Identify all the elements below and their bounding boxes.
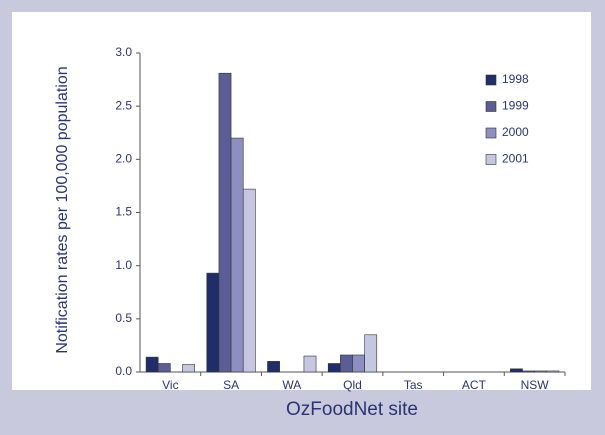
bar (340, 354, 353, 373)
bar (364, 334, 378, 373)
y-axis-label: Notification rates per 100,000 populatio… (54, 66, 71, 353)
legend-swatch (485, 101, 497, 112)
bar (510, 368, 523, 373)
y-tick-label: 2.5 (115, 98, 132, 112)
x-tick-label: ACT (462, 378, 487, 392)
legend-swatch (485, 74, 497, 86)
legend-label: 1999 (502, 99, 529, 113)
legend-label: 1998 (502, 72, 529, 86)
bar (145, 356, 159, 373)
x-tick-label: Vic (162, 378, 178, 392)
bar (182, 364, 195, 373)
y-tick-label: 0.0 (115, 364, 132, 378)
x-tick-label: Tas (404, 378, 423, 392)
y-tick-label: 3.0 (115, 45, 132, 59)
bar (534, 370, 548, 373)
legend-swatch (485, 127, 497, 139)
bar (218, 72, 232, 373)
x-tick-label: WA (282, 378, 301, 392)
x-tick-label: NSW (521, 378, 550, 392)
bar (327, 363, 341, 373)
legend-label: 2001 (502, 152, 529, 166)
y-tick-label: 2.0 (115, 152, 132, 166)
bar (242, 188, 256, 373)
bar (157, 363, 171, 373)
bar (546, 370, 560, 373)
plot-panel (12, 12, 591, 390)
y-tick-label: 1.5 (115, 205, 132, 219)
x-tick-label: SA (223, 378, 239, 392)
bar (303, 355, 317, 373)
y-tick-label: 1.0 (115, 258, 132, 272)
bar (206, 272, 220, 373)
y-tick-label: 0.5 (115, 311, 132, 325)
bar (230, 137, 244, 373)
bar (352, 354, 365, 373)
bar (522, 370, 535, 373)
legend-label: 2000 (502, 125, 529, 139)
legend-swatch (485, 154, 497, 165)
x-axis-label: OzFoodNet site (286, 399, 418, 420)
bar (267, 361, 280, 373)
x-tick-label: Qld (343, 378, 362, 392)
